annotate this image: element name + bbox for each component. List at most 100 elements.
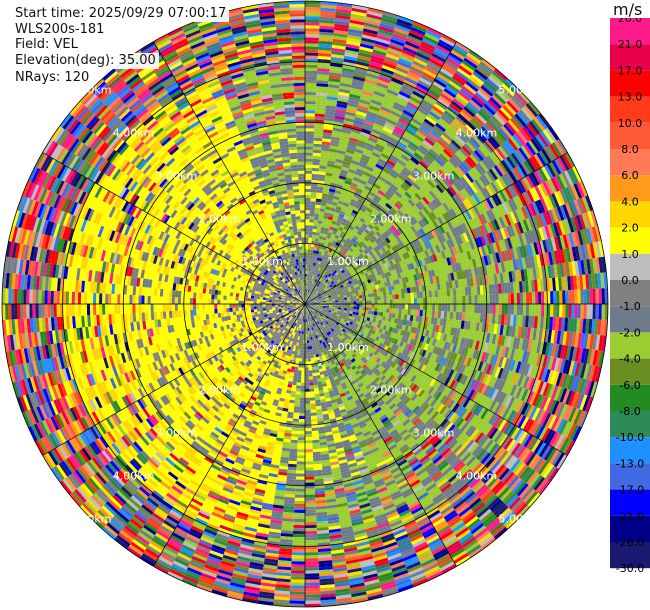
velocity-gate <box>361 90 374 97</box>
velocity-gate <box>305 31 320 35</box>
velocity-gate <box>397 313 402 320</box>
velocity-gate <box>355 187 363 194</box>
velocity-gate <box>305 73 318 78</box>
velocity-gate <box>380 299 384 304</box>
velocity-gate <box>359 298 363 302</box>
velocity-gate <box>328 188 336 193</box>
velocity-gate <box>318 217 324 221</box>
velocity-gate <box>327 216 334 221</box>
velocity-gate <box>400 314 405 320</box>
velocity-gate <box>407 304 412 310</box>
velocity-gate <box>344 52 358 58</box>
velocity-gate <box>332 217 338 222</box>
velocity-gate <box>310 195 317 199</box>
velocity-gate <box>385 53 400 61</box>
velocity-gate <box>327 90 339 95</box>
velocity-gate <box>378 76 391 84</box>
velocity-gate <box>332 173 340 179</box>
velocity-gate <box>308 267 311 272</box>
velocity-gate <box>307 276 310 281</box>
velocity-gate <box>326 99 338 104</box>
velocity-gate <box>347 143 357 149</box>
velocity-gate <box>307 255 311 259</box>
velocity-gate <box>334 192 341 198</box>
velocity-gate <box>322 132 332 137</box>
velocity-gate <box>308 243 312 247</box>
velocity-gate <box>316 266 320 271</box>
velocity-gate <box>316 74 330 78</box>
velocity-gate <box>489 294 493 304</box>
velocity-gate <box>305 28 320 32</box>
velocity-gate <box>353 119 364 126</box>
velocity-gate <box>321 224 327 228</box>
velocity-gate <box>305 40 319 44</box>
velocity-gate <box>383 59 398 67</box>
velocity-gate <box>315 253 319 258</box>
velocity-gate <box>335 14 351 20</box>
velocity-gate <box>402 46 418 55</box>
velocity-gate <box>404 309 408 315</box>
velocity-gate <box>413 292 417 299</box>
velocity-gate <box>377 307 381 312</box>
velocity-gate <box>322 246 327 251</box>
velocity-gate <box>324 240 329 245</box>
velocity-gate <box>525 292 530 304</box>
velocity-gate <box>341 166 349 172</box>
velocity-gate <box>366 162 376 169</box>
velocity-gate <box>305 149 314 153</box>
velocity-gate <box>374 43 389 51</box>
velocity-gate <box>341 299 345 303</box>
velocity-gate <box>465 295 469 304</box>
velocity-gate <box>380 20 396 28</box>
velocity-gate <box>480 304 484 314</box>
velocity-gate <box>429 297 433 304</box>
velocity-gate <box>305 107 316 111</box>
velocity-gate <box>370 293 375 297</box>
velocity-gate <box>314 272 317 276</box>
velocity-gate <box>316 276 319 280</box>
velocity-gate <box>325 169 334 174</box>
velocity-gate <box>321 141 331 146</box>
velocity-gate <box>340 76 353 82</box>
velocity-gate <box>305 213 310 217</box>
velocity-gate <box>343 215 349 221</box>
velocity-gate <box>322 221 327 225</box>
velocity-gate <box>337 149 346 155</box>
velocity-gate <box>568 304 572 318</box>
velocity-gate <box>340 221 347 226</box>
velocity-gate <box>319 16 336 21</box>
velocity-gate <box>318 270 322 275</box>
velocity-gate <box>331 201 338 206</box>
velocity-gate <box>419 291 423 298</box>
velocity-gate <box>335 158 344 164</box>
velocity-gate <box>305 295 307 299</box>
velocity-gate <box>507 293 511 304</box>
velocity-gate <box>362 87 375 94</box>
velocity-gate <box>358 136 368 143</box>
velocity-gate <box>335 305 339 308</box>
velocity-gate <box>345 177 353 183</box>
velocity-gate <box>320 7 336 12</box>
velocity-gate <box>305 170 312 174</box>
velocity-gate <box>339 194 347 200</box>
velocity-gate <box>339 82 352 88</box>
velocity-gate <box>312 253 316 257</box>
velocity-gate <box>428 310 433 318</box>
velocity-gate <box>384 56 399 64</box>
velocity-gate <box>375 37 391 45</box>
velocity-gate <box>347 34 362 41</box>
velocity-gate <box>328 78 341 83</box>
velocity-gate <box>305 88 317 93</box>
velocity-gate <box>592 288 596 304</box>
velocity-gate <box>369 102 381 109</box>
velocity-gate <box>416 292 420 299</box>
velocity-gate <box>305 67 318 71</box>
velocity-gate <box>410 26 426 36</box>
velocity-gate <box>315 250 320 255</box>
velocity-gate <box>374 307 378 312</box>
velocity-gate <box>334 20 350 26</box>
velocity-gate <box>306 264 310 268</box>
velocity-gate <box>336 184 344 189</box>
velocity-gate <box>338 175 347 181</box>
velocity-gate <box>365 113 377 121</box>
